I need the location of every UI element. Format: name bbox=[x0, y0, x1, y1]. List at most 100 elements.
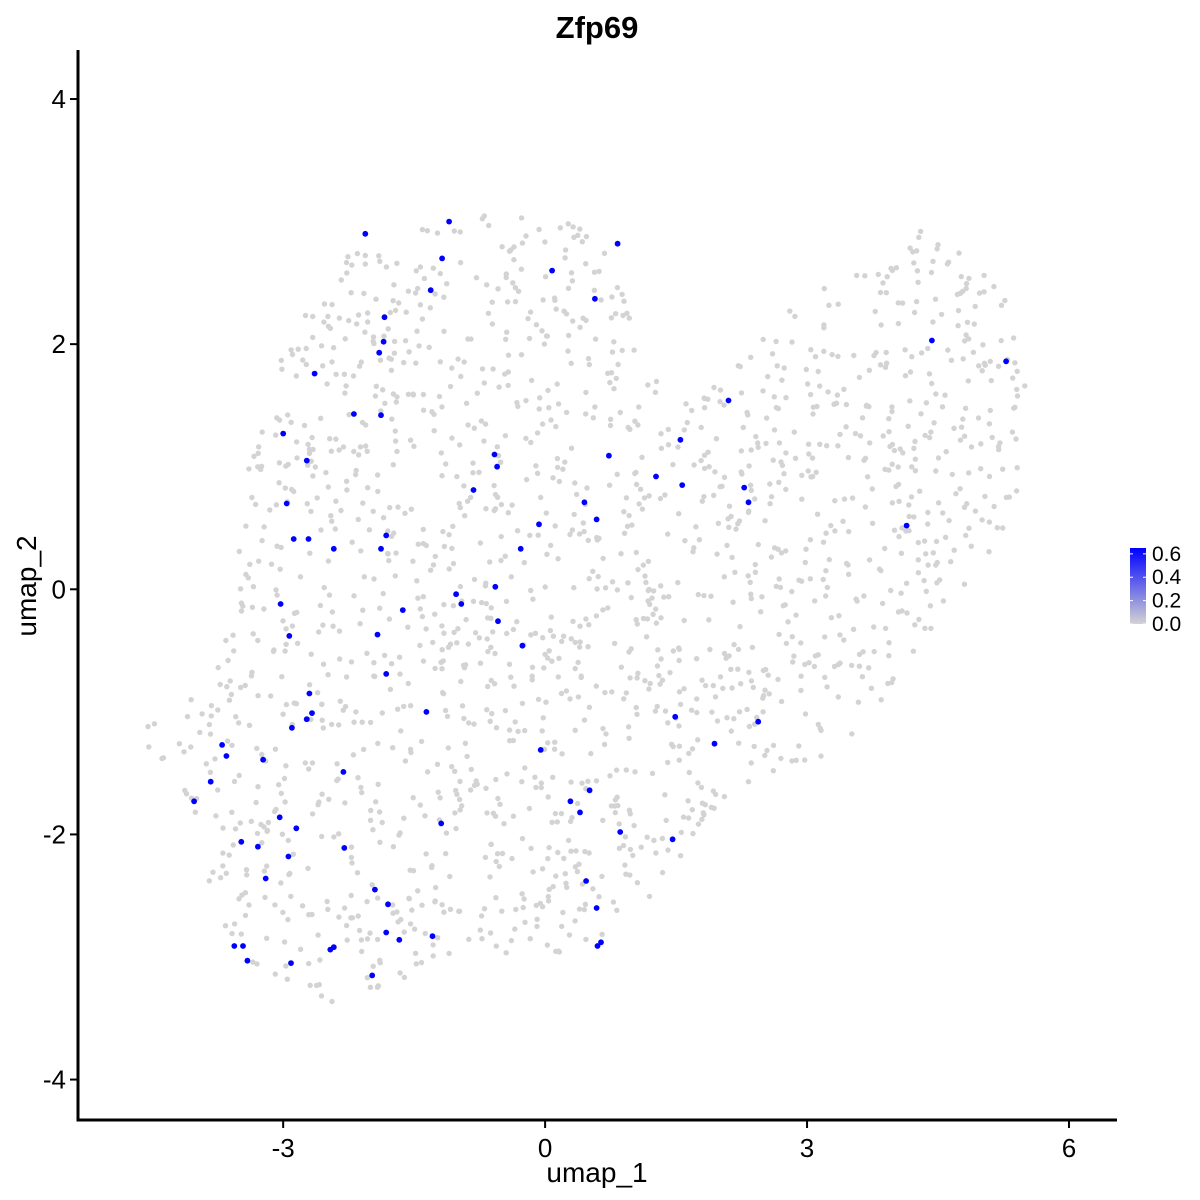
cell-point bbox=[717, 674, 724, 680]
cell-point bbox=[914, 268, 921, 274]
cell-point bbox=[282, 799, 288, 805]
cell-point bbox=[634, 711, 640, 717]
cell-point bbox=[381, 333, 387, 339]
cell-point bbox=[377, 839, 383, 845]
cell-point bbox=[798, 673, 804, 679]
expressing-cell-point bbox=[277, 601, 284, 607]
cell-point bbox=[567, 531, 573, 538]
cell-point bbox=[726, 653, 732, 659]
cell-point bbox=[886, 653, 892, 659]
cell-point bbox=[457, 442, 463, 448]
cell-point bbox=[423, 626, 429, 632]
expressing-cell-point bbox=[929, 337, 935, 344]
cell-point bbox=[799, 496, 805, 502]
cell-point bbox=[510, 626, 517, 633]
cell-point bbox=[310, 473, 316, 479]
cell-point bbox=[841, 496, 848, 502]
cell-point bbox=[856, 651, 863, 658]
cell-point bbox=[391, 350, 398, 356]
cell-point bbox=[823, 568, 829, 574]
cell-point bbox=[733, 526, 739, 532]
cell-point bbox=[414, 328, 420, 334]
cell-point bbox=[634, 880, 641, 886]
cell-point bbox=[297, 946, 304, 952]
cell-point bbox=[698, 784, 705, 791]
cell-point bbox=[479, 366, 486, 372]
cell-point bbox=[391, 282, 397, 288]
cell-point bbox=[596, 535, 602, 541]
cell-point bbox=[802, 661, 808, 668]
cell-point bbox=[777, 584, 784, 591]
cell-point bbox=[527, 309, 534, 315]
cell-point bbox=[436, 393, 443, 400]
cell-point bbox=[315, 802, 321, 808]
cell-point bbox=[396, 654, 403, 660]
cell-point bbox=[540, 635, 546, 641]
cell-point bbox=[273, 806, 279, 813]
cell-point bbox=[911, 309, 918, 316]
cell-point bbox=[325, 313, 331, 320]
cell-point bbox=[424, 769, 431, 775]
expressing-cell-point bbox=[231, 943, 238, 949]
cell-point bbox=[380, 590, 386, 597]
cell-point bbox=[345, 254, 351, 260]
cell-point bbox=[789, 634, 795, 640]
cell-point bbox=[430, 953, 436, 959]
cell-point bbox=[482, 421, 489, 427]
expressing-cell-point bbox=[341, 845, 348, 851]
cell-point bbox=[781, 471, 787, 477]
cell-point bbox=[744, 706, 750, 713]
cell-point bbox=[693, 524, 699, 530]
cell-point bbox=[566, 932, 573, 938]
cell-point bbox=[752, 561, 758, 568]
cell-point bbox=[854, 272, 860, 279]
expressing-cell-point bbox=[369, 972, 376, 979]
cell-point bbox=[745, 779, 752, 785]
cell-point bbox=[481, 438, 487, 444]
cell-point bbox=[646, 893, 653, 900]
cell-point bbox=[413, 961, 419, 967]
cell-point bbox=[686, 769, 692, 776]
cell-point bbox=[857, 433, 864, 439]
cell-point bbox=[505, 352, 512, 358]
expressing-cell-point bbox=[260, 756, 266, 763]
cell-point bbox=[289, 623, 296, 629]
cell-point bbox=[916, 234, 922, 240]
cell-point bbox=[970, 349, 977, 355]
cell-point bbox=[792, 455, 799, 461]
cell-point bbox=[550, 475, 556, 481]
cell-point bbox=[360, 500, 366, 506]
cell-point bbox=[657, 495, 664, 502]
cell-point bbox=[590, 568, 596, 574]
cell-point bbox=[348, 659, 355, 665]
cell-point bbox=[350, 373, 357, 379]
cell-point bbox=[877, 289, 884, 296]
cell-point bbox=[422, 813, 428, 819]
cell-point bbox=[430, 562, 437, 568]
expressing-cell-point bbox=[492, 583, 499, 590]
expressing-cell-point bbox=[289, 724, 295, 731]
cell-point bbox=[248, 818, 254, 824]
cell-point bbox=[403, 309, 409, 315]
cell-point bbox=[259, 751, 265, 758]
cell-point bbox=[721, 650, 728, 657]
cell-point bbox=[495, 286, 501, 292]
cell-point bbox=[824, 684, 830, 690]
cell-point bbox=[837, 431, 843, 438]
cell-point bbox=[922, 625, 928, 631]
cell-point bbox=[646, 686, 652, 692]
cell-point bbox=[310, 334, 316, 341]
expressing-cell-point bbox=[581, 499, 588, 506]
cell-point bbox=[659, 835, 666, 842]
cell-point bbox=[581, 717, 588, 723]
cell-point bbox=[356, 927, 363, 934]
cell-point bbox=[935, 242, 941, 248]
cell-point bbox=[799, 472, 805, 478]
cell-point bbox=[493, 943, 499, 949]
cell-point bbox=[417, 802, 423, 808]
cell-point bbox=[657, 681, 663, 687]
cell-point bbox=[309, 811, 316, 817]
cell-point bbox=[771, 427, 778, 433]
cell-point bbox=[249, 669, 255, 675]
cell-point bbox=[600, 555, 606, 562]
